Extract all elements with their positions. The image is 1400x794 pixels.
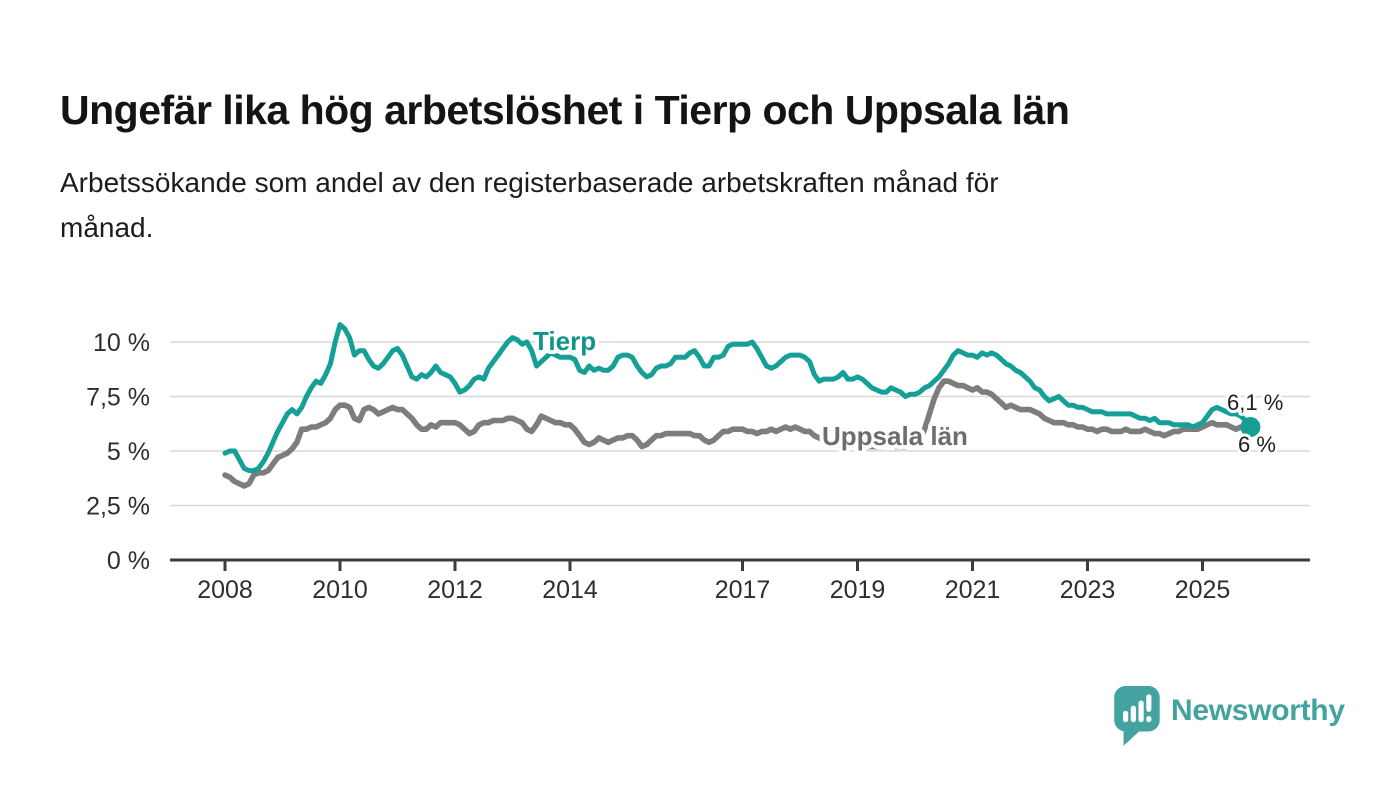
- x-axis-tick-label: 2010: [312, 576, 368, 604]
- x-axis-tick-label: 2021: [945, 576, 1001, 604]
- end-value-label-tierp: 6,1 %: [1227, 390, 1283, 415]
- newsworthy-logo-icon: [1114, 686, 1160, 746]
- chart-subtitle-line-1: Arbetssökande som andel av den registerb…: [60, 167, 999, 198]
- logo-bar-3: [1138, 700, 1144, 723]
- y-axis-tick-label: 0 %: [107, 547, 150, 575]
- logo-bar-2: [1130, 705, 1136, 723]
- x-axis-tick-label: 2012: [427, 576, 483, 604]
- x-axis-tick-label: 2025: [1175, 576, 1231, 604]
- x-axis-tick-label: 2019: [830, 576, 886, 604]
- chart-subtitle: Arbetssökande som andel av den registerb…: [60, 160, 1340, 250]
- end-value-label-uppsala-lan: 6 %: [1238, 432, 1276, 457]
- logo-bar-1: [1123, 710, 1129, 723]
- x-axis-tick-label: 2014: [542, 576, 598, 604]
- x-axis-tick-label: 2008: [197, 576, 253, 604]
- chart-title: Ungefär lika hög arbetslöshet i Tierp oc…: [60, 87, 1070, 134]
- series-label-uppsala-lan: Uppsala län: [822, 421, 968, 451]
- series-line-tierp: [222, 322, 1253, 474]
- series-end-dot-tierp: [1240, 417, 1261, 438]
- series-line-uppsala-lan: [222, 378, 1254, 489]
- series-label-tierp: Tierp: [533, 326, 596, 356]
- x-axis-tick-label: 2017: [715, 576, 771, 604]
- logo-exclamation-dot: [1146, 715, 1152, 723]
- y-axis-tick-label: 2,5 %: [86, 493, 150, 521]
- y-axis-tick-label: 7,5 %: [86, 384, 150, 412]
- logo-speech-bubble: [1114, 686, 1160, 746]
- brand-name: Newsworthy: [1171, 694, 1345, 727]
- y-axis-tick-label: 10 %: [93, 329, 150, 357]
- y-axis-tick-label: 5 %: [107, 438, 150, 466]
- logo-exclamation-bar: [1146, 694, 1152, 712]
- x-axis-tick-label: 2023: [1060, 576, 1116, 604]
- chart-subtitle-line-2: månad.: [60, 212, 154, 243]
- brand-footer: Newsworthy: [1113, 686, 1353, 750]
